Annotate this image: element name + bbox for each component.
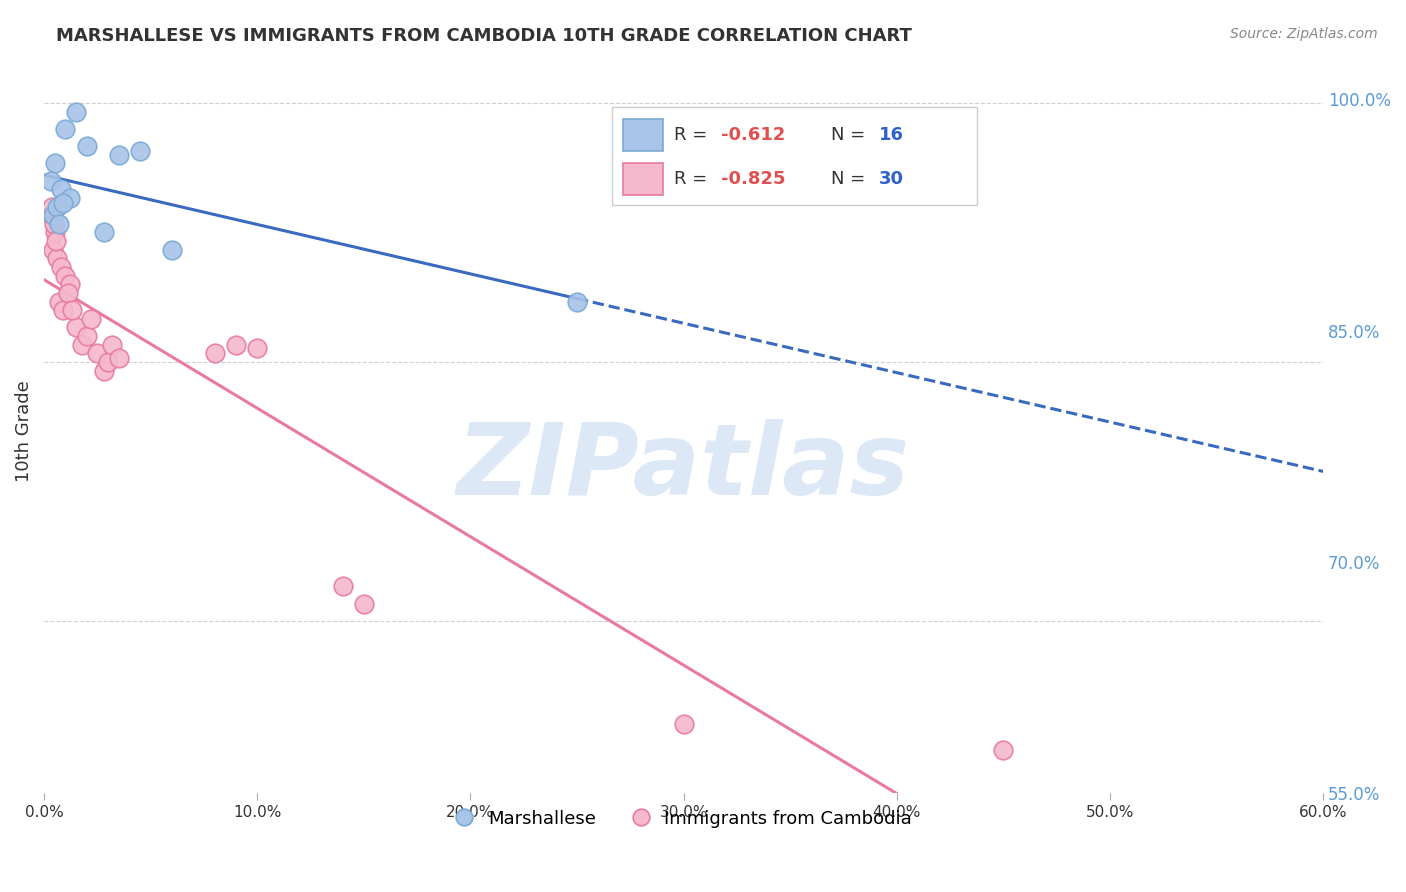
Point [993, 743, 1015, 757]
Point [107, 351, 129, 366]
Point [225, 337, 247, 351]
Point [86, 346, 108, 360]
Point [97, 355, 120, 369]
Point [45, 252, 67, 266]
Point [353, 597, 375, 611]
Text: -0.612: -0.612 [721, 126, 786, 144]
Point [55, 268, 77, 283]
Point [42, 217, 65, 231]
Point [60, 303, 83, 318]
Point [52, 196, 75, 211]
Point [44, 226, 66, 240]
Point [93, 363, 115, 377]
Text: N =: N = [831, 126, 870, 144]
Point [45, 200, 67, 214]
Point [48, 294, 70, 309]
Point [41, 200, 63, 214]
Point [76, 329, 98, 343]
Point [246, 341, 269, 355]
FancyBboxPatch shape [612, 107, 977, 205]
Point [56, 285, 79, 300]
Text: Source: ZipAtlas.com: Source: ZipAtlas.com [1230, 27, 1378, 41]
Point [107, 148, 129, 162]
Text: R =: R = [673, 169, 713, 187]
Point [204, 346, 226, 360]
Point [565, 294, 588, 309]
Point [72, 337, 94, 351]
Point [48, 217, 70, 231]
Text: N =: N = [831, 169, 870, 187]
Point [41, 208, 63, 222]
Point [39, 174, 62, 188]
Point [59, 191, 82, 205]
Point [55, 122, 77, 136]
Text: R =: R = [673, 126, 713, 144]
Point [41, 243, 63, 257]
Point [672, 717, 695, 731]
Point [332, 579, 354, 593]
FancyBboxPatch shape [623, 119, 662, 151]
Text: -0.825: -0.825 [721, 169, 786, 187]
FancyBboxPatch shape [623, 163, 662, 195]
Point [52, 303, 75, 318]
Legend: Marshallese, Immigrants from Cambodia: Marshallese, Immigrants from Cambodia [449, 802, 920, 835]
Text: MARSHALLESE VS IMMIGRANTS FROM CAMBODIA 10TH GRADE CORRELATION CHART: MARSHALLESE VS IMMIGRANTS FROM CAMBODIA … [56, 27, 912, 45]
Text: 30: 30 [879, 169, 904, 187]
Point [39, 208, 62, 222]
Point [45, 234, 67, 248]
Point [51, 260, 73, 274]
Point [129, 145, 152, 159]
Point [51, 182, 73, 196]
Point [93, 226, 115, 240]
Y-axis label: 10th Grade: 10th Grade [15, 380, 32, 482]
Point [65, 104, 87, 119]
Point [80, 311, 103, 326]
Point [65, 320, 87, 334]
Point [44, 156, 66, 170]
Point [59, 277, 82, 292]
Text: ZIPatlas: ZIPatlas [457, 418, 910, 516]
Point [76, 139, 98, 153]
Point [160, 243, 183, 257]
Text: 16: 16 [879, 126, 904, 144]
Point [101, 337, 124, 351]
